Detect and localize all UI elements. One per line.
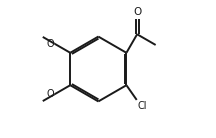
- Text: O: O: [46, 39, 54, 49]
- Text: O: O: [46, 89, 54, 99]
- Text: Cl: Cl: [137, 101, 147, 111]
- Text: O: O: [133, 7, 141, 17]
